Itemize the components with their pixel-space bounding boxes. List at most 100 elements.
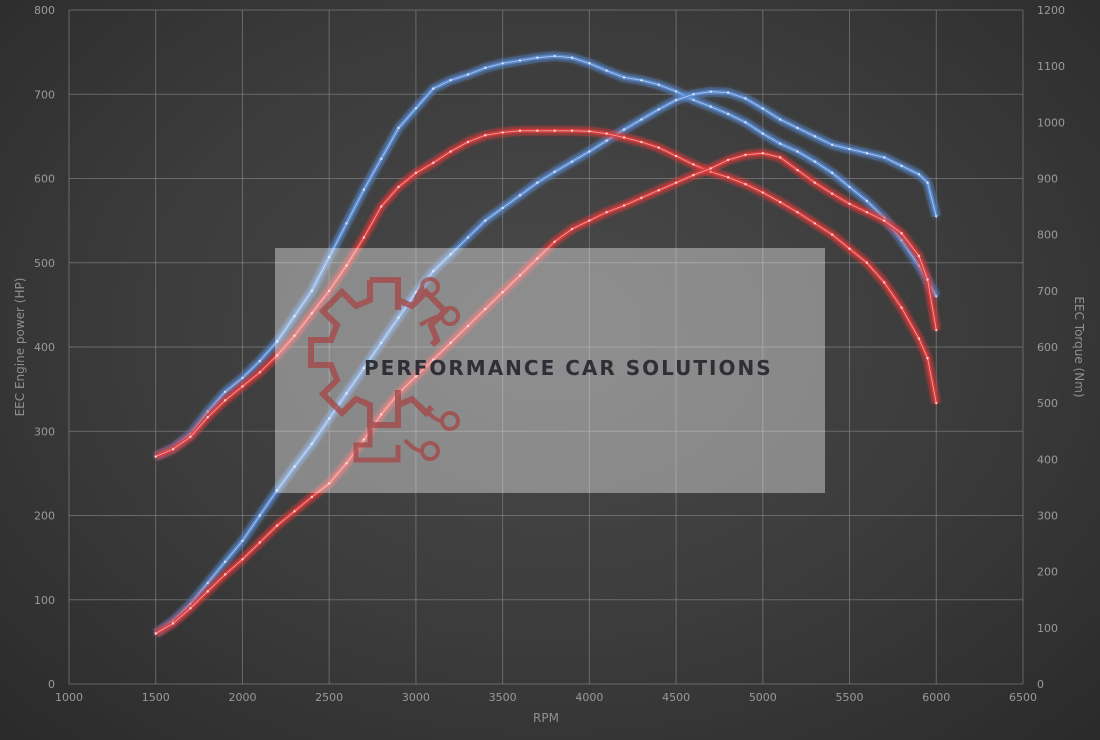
series-point bbox=[518, 129, 522, 132]
series-point bbox=[241, 376, 244, 380]
series-point bbox=[432, 87, 435, 90]
series-point bbox=[935, 401, 938, 405]
series-point bbox=[518, 274, 522, 277]
x-tick-label: 4000 bbox=[575, 691, 603, 704]
series-point bbox=[813, 160, 817, 163]
series-point bbox=[258, 371, 261, 374]
series-point bbox=[466, 236, 470, 239]
y-left-tick-label: 800 bbox=[34, 4, 55, 17]
y-left-tick-label: 0 bbox=[48, 678, 55, 691]
watermark-text: PERFORMANCE CAR SOLUTIONS bbox=[364, 356, 773, 380]
series-point bbox=[865, 261, 869, 264]
series-point bbox=[275, 340, 279, 343]
series-red-right-2 bbox=[153, 125, 942, 462]
series-point bbox=[293, 314, 296, 318]
series-point bbox=[484, 307, 487, 311]
series-point bbox=[327, 255, 331, 259]
series-point bbox=[553, 54, 556, 58]
series-point bbox=[917, 264, 921, 267]
series-point bbox=[744, 121, 747, 124]
y-left-tick-label: 700 bbox=[34, 88, 55, 101]
series-point bbox=[744, 97, 747, 100]
series-point bbox=[761, 107, 765, 110]
series-point bbox=[258, 541, 261, 544]
series-point bbox=[206, 416, 209, 419]
series-point bbox=[154, 455, 157, 458]
series-point bbox=[796, 126, 799, 130]
series-point bbox=[570, 160, 574, 163]
series-point bbox=[848, 202, 851, 205]
y-left-tick-label: 200 bbox=[34, 510, 55, 523]
series-blue-left-1 bbox=[152, 86, 942, 638]
y-right-tick-label: 0 bbox=[1037, 678, 1044, 691]
series-point bbox=[726, 176, 730, 179]
series-point bbox=[414, 375, 418, 378]
x-tick-label: 1500 bbox=[142, 691, 170, 704]
x-tick-label: 5500 bbox=[836, 691, 864, 704]
series-point bbox=[831, 233, 834, 236]
y-right-tick-label: 900 bbox=[1037, 173, 1058, 186]
series-point bbox=[935, 328, 938, 332]
series-point bbox=[709, 90, 712, 93]
series-point bbox=[310, 312, 314, 315]
series-point bbox=[241, 385, 244, 388]
series-point bbox=[449, 341, 452, 344]
y-left-tick-label: 400 bbox=[34, 341, 55, 354]
series-point bbox=[796, 150, 799, 153]
series-point bbox=[553, 240, 556, 243]
series-point bbox=[449, 253, 452, 256]
series-point bbox=[275, 524, 279, 527]
series-point bbox=[189, 602, 192, 606]
series-point bbox=[692, 173, 695, 177]
y-right-tick-label: 800 bbox=[1037, 229, 1058, 242]
series-point bbox=[258, 514, 261, 517]
x-tick-label: 3000 bbox=[402, 691, 430, 704]
series-point bbox=[414, 107, 418, 110]
series-point bbox=[657, 83, 660, 86]
series-point bbox=[466, 140, 470, 144]
series-point bbox=[778, 142, 782, 145]
series-point bbox=[692, 93, 695, 96]
y-right-tick-label: 1100 bbox=[1037, 60, 1065, 73]
axis-ticks: 1000 1500 2000 2500 3000 3500 4000 4500 5000 5500… bbox=[34, 4, 1065, 704]
series-point bbox=[171, 622, 175, 625]
series-point bbox=[501, 62, 504, 65]
series-point bbox=[536, 181, 539, 184]
series-point bbox=[605, 132, 608, 135]
x-tick-label: 5000 bbox=[749, 691, 777, 704]
series-point bbox=[640, 79, 643, 82]
series-point bbox=[189, 606, 192, 610]
series-point bbox=[588, 62, 591, 65]
watermark: PERFORMANCE CAR SOLUTIONS bbox=[275, 248, 825, 493]
series-point bbox=[345, 462, 348, 465]
x-tick-label: 2000 bbox=[228, 691, 256, 704]
series-point bbox=[536, 56, 539, 59]
series-point bbox=[692, 98, 695, 102]
series-point bbox=[935, 295, 938, 298]
series-point bbox=[657, 189, 660, 192]
series-point bbox=[432, 269, 435, 273]
series-point bbox=[189, 435, 192, 439]
series-point bbox=[709, 105, 712, 108]
series-point bbox=[466, 324, 470, 328]
series-point bbox=[883, 156, 886, 159]
y-right-tick-label: 1200 bbox=[1037, 4, 1065, 17]
series-point bbox=[926, 278, 929, 281]
series-point bbox=[692, 163, 695, 166]
series-point bbox=[310, 289, 314, 293]
x-tick-label: 6000 bbox=[922, 691, 950, 704]
y-right-tick-label: 400 bbox=[1037, 453, 1058, 466]
series-point bbox=[501, 291, 504, 294]
y-right-tick-label: 600 bbox=[1037, 341, 1058, 354]
y-right-tick-label: 100 bbox=[1037, 622, 1058, 635]
series-point bbox=[206, 410, 209, 413]
series-point bbox=[154, 632, 157, 635]
series-point bbox=[362, 236, 366, 239]
series-point bbox=[501, 206, 504, 210]
series-point bbox=[536, 129, 539, 132]
series-point bbox=[848, 185, 851, 189]
x-tick-label: 4500 bbox=[662, 691, 690, 704]
series-point bbox=[501, 131, 504, 134]
series-point bbox=[588, 130, 591, 133]
